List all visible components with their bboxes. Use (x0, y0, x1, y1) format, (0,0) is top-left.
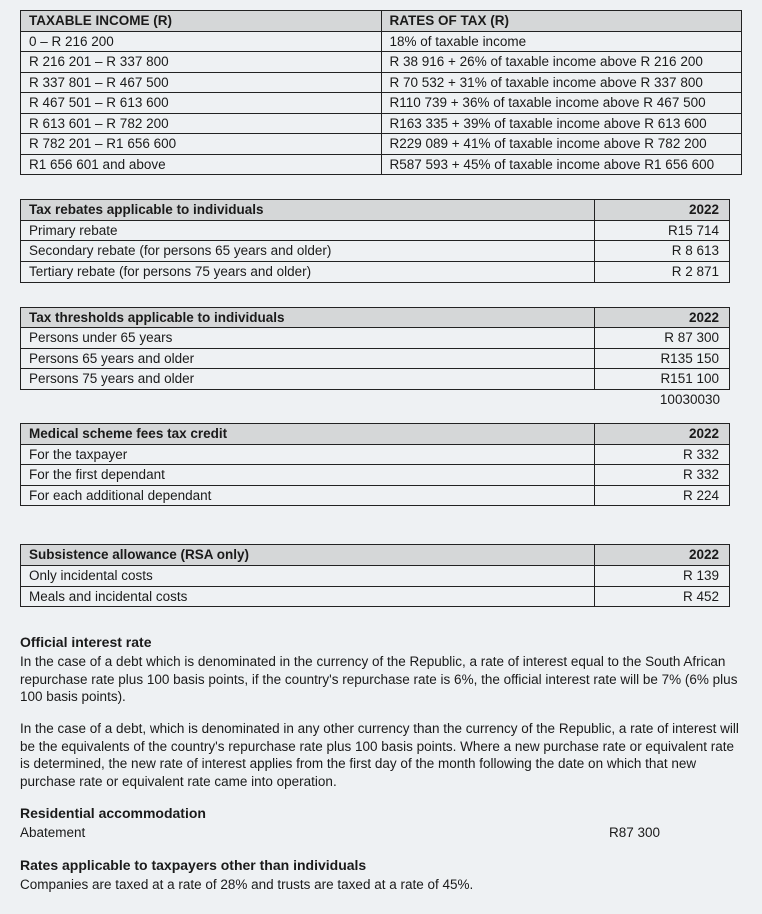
year-header: 2022 (595, 424, 730, 445)
row-label: Meals and incidental costs (21, 586, 595, 607)
table-row: Meals and incidental costsR 452 (21, 586, 730, 607)
row-value: R 139 (595, 566, 730, 587)
section-heading: Rates applicable to taxpayers other than… (20, 856, 742, 874)
row-label: R 467 501 – R 613 600 (21, 93, 382, 114)
row-label: 0 – R 216 200 (21, 31, 382, 52)
row-label: Only incidental costs (21, 566, 595, 587)
paragraph: In the case of a debt, which is denomina… (20, 720, 742, 790)
row-value: R229 089 + 41% of taxable income above R… (381, 134, 742, 155)
subsistence-table: Subsistence allowance (RSA only) 2022 On… (20, 544, 730, 607)
row-value: R15 714 (595, 220, 730, 241)
table-row: R1 656 601 and aboveR587 593 + 45% of ta… (21, 154, 742, 175)
col-header: TAXABLE INCOME (R) (21, 11, 382, 32)
table-row: For the first dependantR 332 (21, 465, 730, 486)
rebates-table: Tax rebates applicable to individuals 20… (20, 199, 730, 282)
row-value: R 70 532 + 31% of taxable income above R… (381, 72, 742, 93)
row-value: R 332 (595, 444, 730, 465)
abatement-label: Abatement (20, 824, 85, 842)
table-row: Persons under 65 yearsR 87 300 (21, 328, 730, 349)
table-row: Persons 65 years and olderR135 150 (21, 348, 730, 369)
col-header: RATES OF TAX (R) (381, 11, 742, 32)
table-row: Primary rebateR15 714 (21, 220, 730, 241)
row-value: R151 100 (595, 369, 730, 390)
row-label: Persons under 65 years (21, 328, 595, 349)
table-row: 0 – R 216 20018% of taxable income (21, 31, 742, 52)
table-row: R 782 201 – R1 656 600R229 089 + 41% of … (21, 134, 742, 155)
row-label: Persons 65 years and older (21, 348, 595, 369)
row-value: R110 739 + 36% of taxable income above R… (381, 93, 742, 114)
row-value: R 38 916 + 26% of taxable income above R… (381, 52, 742, 73)
year-header: 2022 (595, 545, 730, 566)
table-row: Secondary rebate (for persons 65 years a… (21, 241, 730, 262)
paragraph: Companies are taxed at a rate of 28% and… (20, 876, 742, 894)
official-interest-section: Official interest rate In the case of a … (20, 633, 742, 893)
row-value: R163 335 + 39% of taxable income above R… (381, 113, 742, 134)
row-value: R 452 (595, 586, 730, 607)
extra-number: 10030030 (595, 390, 730, 410)
row-label: R 216 201 – R 337 800 (21, 52, 382, 73)
row-value: R 332 (595, 465, 730, 486)
table-title: Tax rebates applicable to individuals (21, 200, 595, 221)
row-label: Secondary rebate (for persons 65 years a… (21, 241, 595, 262)
year-header: 2022 (595, 200, 730, 221)
row-label: For the taxpayer (21, 444, 595, 465)
table-title: Subsistence allowance (RSA only) (21, 545, 595, 566)
table-title: Medical scheme fees tax credit (21, 424, 595, 445)
row-value: R 87 300 (595, 328, 730, 349)
year-header: 2022 (595, 307, 730, 328)
row-label: For each additional dependant (21, 485, 595, 506)
abatement-value: R87 300 (609, 824, 660, 842)
section-heading: Residential accommodation (20, 804, 742, 822)
table-row: R 613 601 – R 782 200R163 335 + 39% of t… (21, 113, 742, 134)
medical-table: Medical scheme fees tax credit 2022 For … (20, 423, 730, 506)
thresholds-extra: 10030030 (20, 390, 730, 410)
table-row: Only incidental costsR 139 (21, 566, 730, 587)
paragraph: In the case of a debt which is denominat… (20, 653, 742, 706)
row-value: R587 593 + 45% of taxable income above R… (381, 154, 742, 175)
row-label: R 337 801 – R 467 500 (21, 72, 382, 93)
row-label: R 613 601 – R 782 200 (21, 113, 382, 134)
section-heading: Official interest rate (20, 633, 742, 651)
row-value: R 8 613 (595, 241, 730, 262)
table-row: R 216 201 – R 337 800R 38 916 + 26% of t… (21, 52, 742, 73)
table-row: Persons 75 years and olderR151 100 (21, 369, 730, 390)
table-title: Tax thresholds applicable to individuals (21, 307, 595, 328)
table-row: For the taxpayerR 332 (21, 444, 730, 465)
abatement-row: Abatement R87 300 (20, 824, 660, 842)
table-row: For each additional dependantR 224 (21, 485, 730, 506)
row-label: R 782 201 – R1 656 600 (21, 134, 382, 155)
row-label: R1 656 601 and above (21, 154, 382, 175)
row-label: Persons 75 years and older (21, 369, 595, 390)
row-value: R 224 (595, 485, 730, 506)
row-label: Primary rebate (21, 220, 595, 241)
row-value: 18% of taxable income (381, 31, 742, 52)
table-row: R 467 501 – R 613 600R110 739 + 36% of t… (21, 93, 742, 114)
thresholds-table: Tax thresholds applicable to individuals… (20, 307, 730, 390)
table-row: R 337 801 – R 467 500R 70 532 + 31% of t… (21, 72, 742, 93)
row-value: R135 150 (595, 348, 730, 369)
row-label: For the first dependant (21, 465, 595, 486)
tax-brackets-table: TAXABLE INCOME (R) RATES OF TAX (R) 0 – … (20, 10, 742, 175)
table-row: Tertiary rebate (for persons 75 years an… (21, 262, 730, 283)
row-value: R 2 871 (595, 262, 730, 283)
row-label: Tertiary rebate (for persons 75 years an… (21, 262, 595, 283)
